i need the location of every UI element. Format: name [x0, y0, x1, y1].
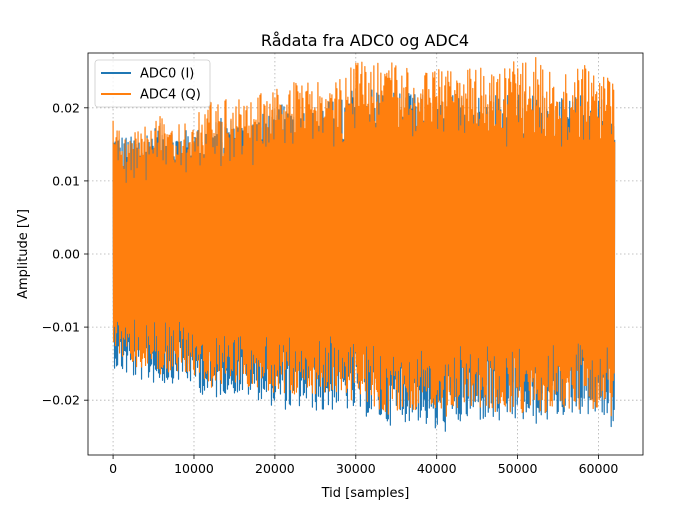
y-tick-label: −0.02 — [42, 393, 80, 408]
chart-title: Rådata fra ADC0 og ADC4 — [261, 31, 469, 50]
y-tick-label: 0.02 — [52, 100, 80, 115]
x-tick-label: 40000 — [417, 461, 457, 476]
y-tick-label: 0.01 — [52, 173, 80, 188]
x-tick-label: 20000 — [255, 461, 295, 476]
legend-label-adc4: ADC4 (Q) — [140, 88, 201, 103]
legend-box — [94, 59, 211, 108]
legend-label-adc0: ADC0 (I) — [140, 67, 194, 82]
x-tick-label: 10000 — [174, 461, 214, 476]
series-layer — [112, 57, 616, 432]
x-tick-label: 60000 — [579, 461, 619, 476]
x-tick-label: 30000 — [336, 461, 376, 476]
y-tick-label: 0.00 — [52, 247, 80, 262]
y-axis: −0.02 −0.01 0.00 0.01 0.02 — [42, 100, 88, 408]
y-axis-label: Amplitude [V] — [16, 209, 31, 299]
x-tick-label: 0 — [109, 461, 117, 476]
x-tick-label: 50000 — [498, 461, 538, 476]
x-axis-label: Tid [samples] — [321, 486, 410, 501]
series-line-adc4 — [112, 57, 616, 417]
x-axis: 0 10000 20000 30000 40000 50000 60000 — [109, 455, 618, 476]
legend: ADC0 (I) ADC4 (Q) — [94, 59, 211, 108]
y-tick-label: −0.01 — [42, 320, 80, 335]
